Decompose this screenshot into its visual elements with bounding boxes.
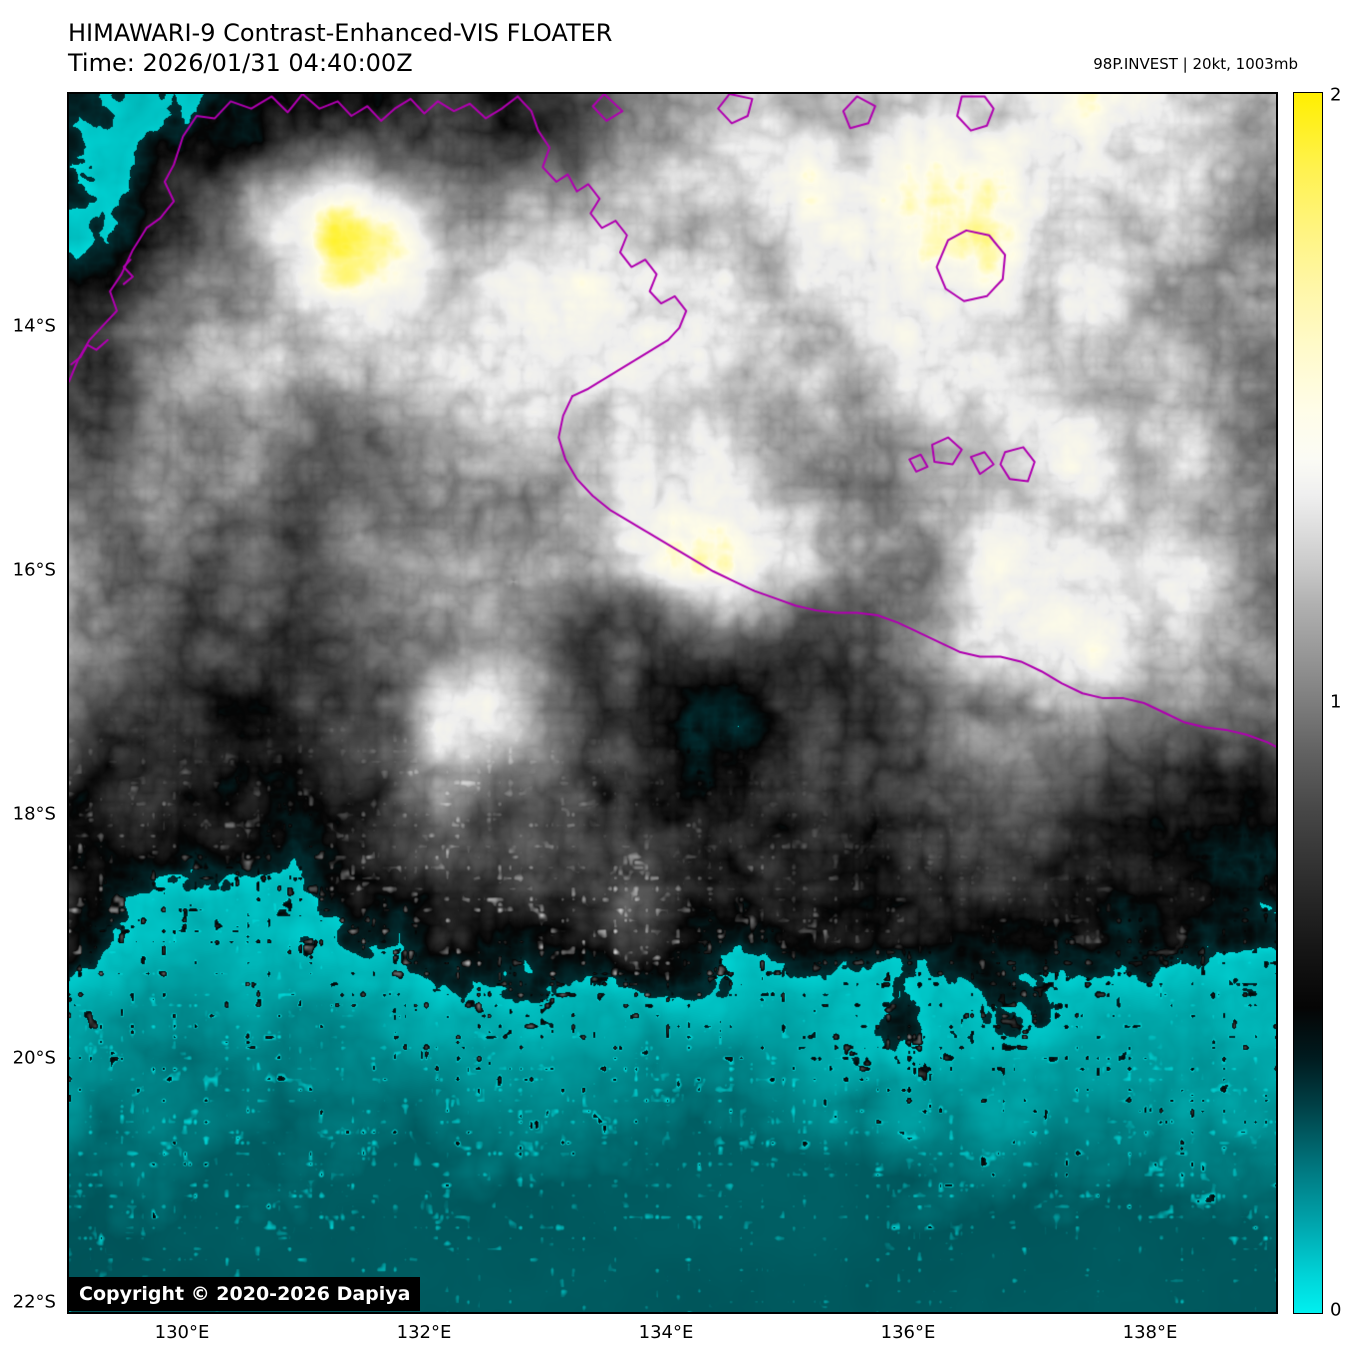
satellite-imagery-canvas[interactable] <box>69 94 1276 1312</box>
y-tick-label: 20°S <box>12 1047 56 1069</box>
y-tick-label: 22°S <box>12 1291 56 1313</box>
colorbar-tick-label: 2 <box>1330 84 1342 106</box>
y-tick-label: 18°S <box>12 803 56 825</box>
y-tick-label: 14°S <box>12 315 56 337</box>
x-tick-label: 138°E <box>1122 1322 1178 1343</box>
page-title: HIMAWARI-9 Contrast-Enhanced-VIS FLOATER <box>68 19 613 47</box>
timestamp-line: Time: 2026/01/31 04:40:00Z <box>68 49 413 77</box>
x-tick-label: 132°E <box>396 1322 452 1343</box>
header-block: HIMAWARI-9 Contrast-Enhanced-VIS FLOATER… <box>68 18 1298 82</box>
colorbar-tick-label: 1 <box>1330 691 1342 713</box>
copyright-banner: Copyright © 2020-2026 Dapiya <box>69 1277 421 1311</box>
x-tick-label: 136°E <box>880 1322 936 1343</box>
storm-info-label: 98P.INVEST | 20kt, 1003mb <box>1093 55 1298 73</box>
colorbar <box>1293 92 1323 1314</box>
x-tick-label: 134°E <box>638 1322 694 1343</box>
colorbar-gradient <box>1293 92 1323 1314</box>
satellite-image-panel[interactable] <box>67 92 1278 1314</box>
y-tick-label: 16°S <box>12 559 56 581</box>
x-tick-label: 130°E <box>154 1322 210 1343</box>
y-axis: 14°S 16°S 18°S 20°S 22°S <box>0 0 60 1359</box>
colorbar-tick-label: 0 <box>1330 1299 1342 1321</box>
